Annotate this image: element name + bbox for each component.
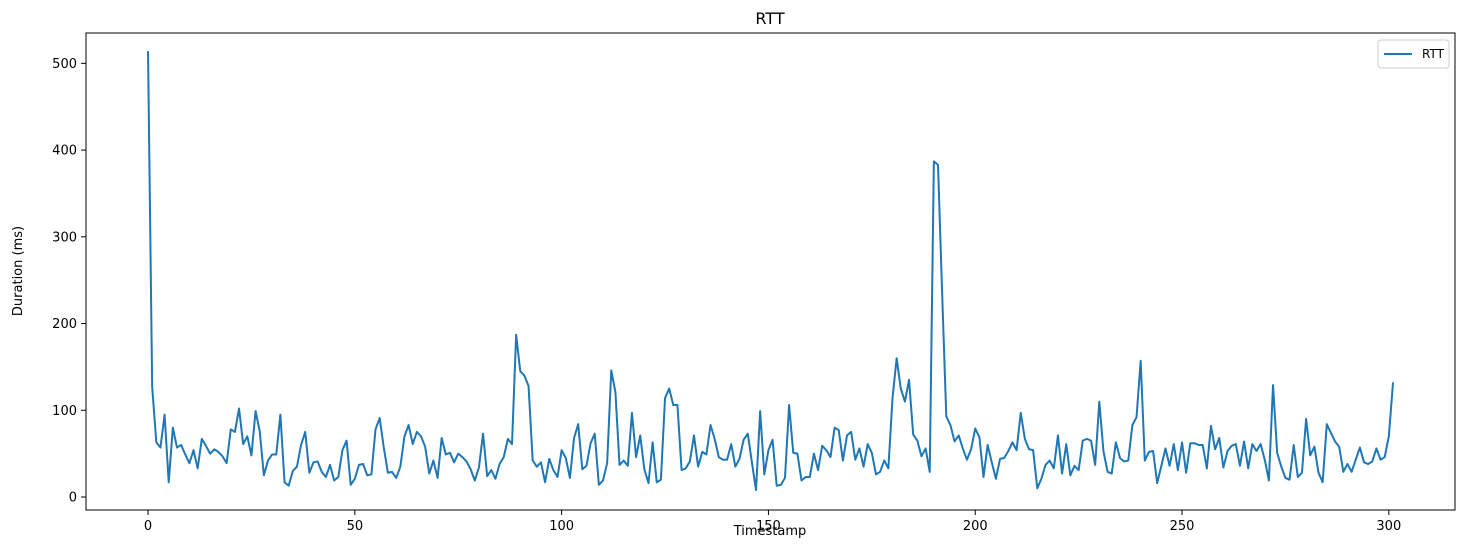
legend-label-rtt: RTT [1422,47,1445,61]
y-tick-label: 300 [52,230,77,245]
y-tick-label: 500 [52,57,77,72]
x-tick-label: 50 [347,519,364,534]
plot-frame [85,32,1456,511]
y-tick-label: 400 [52,144,77,159]
y-tick-label: 200 [52,317,77,332]
chart-title: RTT [755,9,784,28]
y-axis-label: Duration (ms) [11,226,26,316]
series-line-rtt [147,51,1395,492]
x-axis-ticks: 0 50 100 150 200 250 300 [144,510,1401,534]
x-tick-label: 0 [144,519,152,534]
x-tick-label: 100 [549,519,574,534]
x-tick-label: 300 [1376,519,1401,534]
x-tick-label: 200 [963,519,988,534]
y-axis-ticks: 0 100 200 300 400 500 [52,57,86,505]
y-tick-label: 0 [69,490,77,505]
x-axis-label: Timestamp [733,524,807,539]
legend-box [1377,39,1450,69]
x-tick-label: 250 [1170,519,1195,534]
y-tick-label: 100 [52,404,77,419]
legend: RTT [1377,39,1450,69]
plot-area [86,33,1455,510]
x-tick-label: 150 [756,519,781,534]
